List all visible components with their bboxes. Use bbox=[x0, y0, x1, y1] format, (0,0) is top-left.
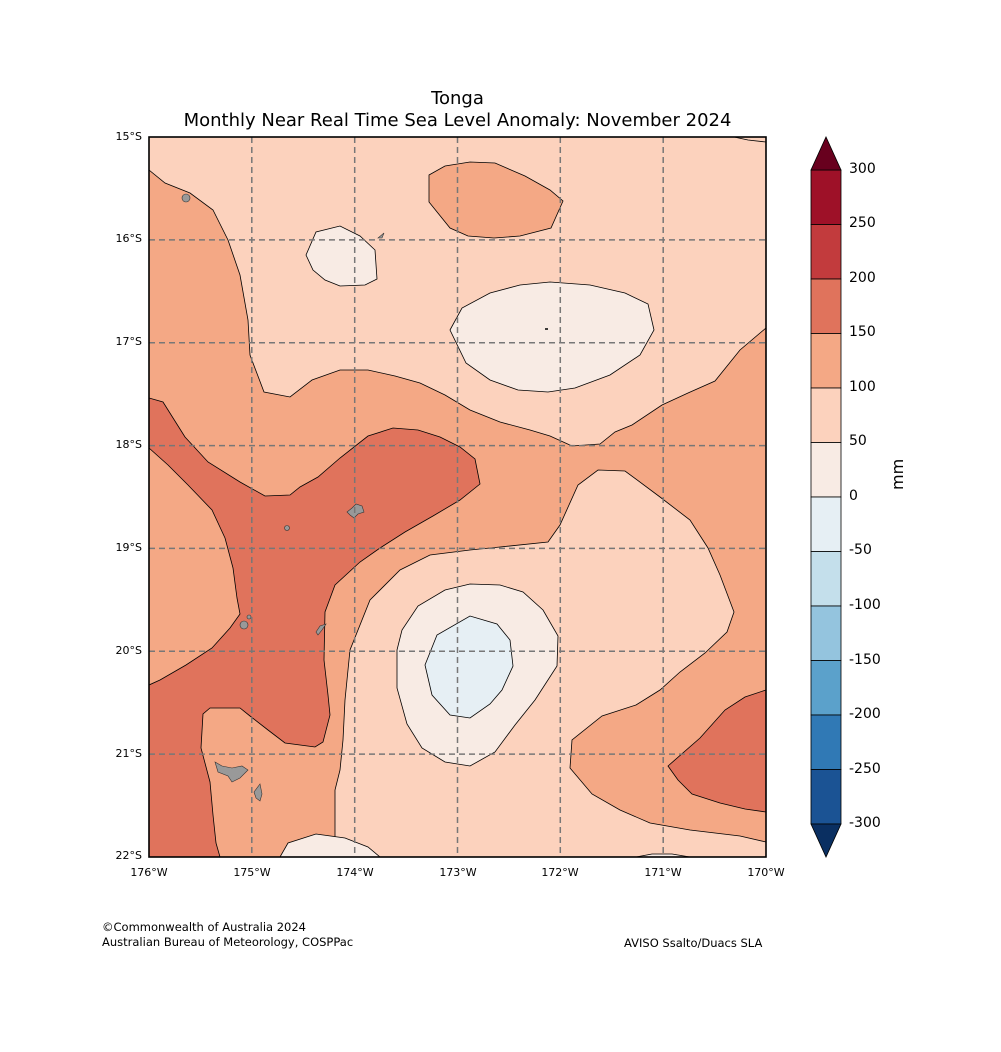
colorbar-tick: 100 bbox=[849, 379, 876, 395]
lon-label: 172°W bbox=[541, 866, 579, 879]
colorbar-segment bbox=[810, 551, 842, 607]
colorbar-segment bbox=[810, 769, 842, 825]
anomaly-fill-100-150 bbox=[428, 161, 564, 239]
gridlines bbox=[149, 137, 766, 857]
colorbar-tick: -150 bbox=[849, 652, 881, 668]
anomaly-fill-0-50 bbox=[305, 225, 378, 287]
colorbar-tick: -50 bbox=[849, 542, 872, 558]
lat-label: 19°S bbox=[115, 541, 142, 554]
colorbar-segment bbox=[810, 714, 842, 770]
colorbar-segment bbox=[810, 387, 842, 443]
anomaly-fill-100-150 bbox=[149, 447, 241, 686]
lat-label: 22°S bbox=[115, 849, 142, 862]
colorbar-tick: 200 bbox=[849, 270, 876, 286]
map-subtitle: Monthly Near Real Time Sea Level Anomaly… bbox=[183, 110, 732, 131]
colorbar-tick: 50 bbox=[849, 433, 867, 449]
colorbar-unit: mm bbox=[888, 458, 907, 490]
colorbar-tick: -200 bbox=[849, 706, 881, 722]
colorbar-segment bbox=[810, 660, 842, 716]
lat-label: 20°S bbox=[115, 644, 142, 657]
colorbar bbox=[810, 136, 842, 858]
colorbar-tick: -250 bbox=[849, 761, 881, 777]
colorbar-tick: 150 bbox=[849, 324, 876, 340]
lat-label: 21°S bbox=[115, 747, 142, 760]
colorbar-tick: 300 bbox=[849, 161, 876, 177]
credit-line2: Australian Bureau of Meteorology, COSPPa… bbox=[102, 935, 354, 949]
colorbar-segment bbox=[810, 605, 842, 661]
lon-label: 174°W bbox=[336, 866, 374, 879]
map-frame bbox=[148, 136, 767, 858]
colorbar-segment bbox=[810, 496, 842, 552]
anomaly-fill-neg50-0 bbox=[424, 615, 514, 719]
anomaly-fill-150-200 bbox=[667, 689, 766, 813]
lat-label: 17°S bbox=[115, 335, 142, 348]
copyright-text: ©Commonwealth of Australia 2024 Australi… bbox=[102, 920, 353, 950]
colorbar-segment bbox=[810, 333, 842, 389]
anomaly-fill-50-100 bbox=[733, 137, 766, 143]
colorbar-segment bbox=[810, 442, 842, 498]
colorbar-segment bbox=[810, 169, 842, 225]
colorbar-tick: 250 bbox=[849, 215, 876, 231]
lon-label: 171°W bbox=[644, 866, 682, 879]
colorbar-extend-max bbox=[810, 136, 842, 171]
islands bbox=[181, 193, 548, 802]
anomaly-fill-150-200 bbox=[149, 397, 481, 857]
colorbar-segment bbox=[810, 278, 842, 334]
anomaly-fill-0-50 bbox=[449, 281, 655, 393]
lon-label: 173°W bbox=[439, 866, 477, 879]
colorbar-segment bbox=[810, 224, 842, 280]
source-text: AVISO Ssalto/Duacs SLA bbox=[624, 936, 763, 950]
colorbar-tick: -100 bbox=[849, 597, 881, 613]
colorbar-extend-min bbox=[810, 823, 842, 858]
colorbar-tick: -300 bbox=[849, 815, 881, 831]
map-title: Tonga bbox=[431, 88, 484, 109]
lon-label: 176°W bbox=[130, 866, 168, 879]
lon-label: 170°W bbox=[747, 866, 785, 879]
credit-line1: ©Commonwealth of Australia 2024 bbox=[102, 920, 307, 934]
lat-label: 16°S bbox=[115, 232, 142, 245]
lat-label: 18°S bbox=[115, 438, 142, 451]
lat-label: 15°S bbox=[115, 130, 142, 143]
lon-label: 175°W bbox=[233, 866, 271, 879]
colorbar-tick: 0 bbox=[849, 488, 858, 504]
